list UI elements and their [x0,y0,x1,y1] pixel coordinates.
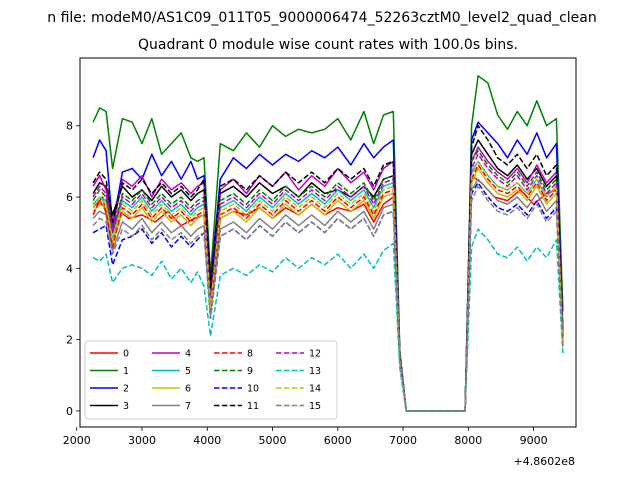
x-tick-label: 3000 [128,434,156,447]
legend-label-8: 8 [247,349,253,360]
y-tick-label: 8 [66,120,73,133]
y-tick-label: 6 [66,191,73,204]
legend-label-0: 0 [123,349,129,360]
series-line-2 [92,121,564,412]
x-tick-label: 5000 [259,434,287,447]
legend-label-5: 5 [185,366,191,377]
legend-label-3: 3 [123,401,129,412]
legend-label-9: 9 [247,366,253,377]
x-tick-label: 4000 [193,434,221,447]
y-tick-label: 0 [66,405,73,418]
x-tick-label: 2000 [63,434,91,447]
x-tick-label: 8000 [454,434,482,447]
series-line-3 [92,139,564,412]
series-line-1 [92,75,564,412]
legend-label-2: 2 [123,384,129,395]
series-line-6 [92,167,564,412]
legend-label-13: 13 [309,366,321,377]
x-tick-label: 6000 [324,434,352,447]
series-line-9 [92,149,564,412]
legend-label-15: 15 [309,401,321,412]
series-line-8 [92,164,564,412]
legend-box [84,340,338,420]
y-tick-label: 4 [66,262,73,275]
legend-label-10: 10 [247,384,259,395]
legend-label-6: 6 [185,384,191,395]
y-axis: 0 2 4 6 8 [66,120,80,418]
legend-label-7: 7 [185,401,191,412]
plot-lines [92,75,564,412]
legend-label-4: 4 [185,349,191,360]
series-line-7 [92,178,564,412]
legend-label-12: 12 [309,349,321,360]
plot-frame [79,57,577,428]
series-line-11 [92,124,564,412]
series-line-15 [92,185,564,412]
x-tick-label: 7000 [389,434,417,447]
series-line-13 [92,228,564,412]
series-line-14 [92,160,564,412]
legend-label-1: 1 [123,366,129,377]
chart-title: Quadrant 0 module wise count rates with … [138,37,518,53]
series-line-4 [92,146,564,412]
x-tick-label: 9000 [520,434,548,447]
figure-suptitle: n file: modeM0/AS1C09_011T05_9000006474_… [47,10,596,26]
x-offset-label: +4.8602e8 [514,455,575,468]
y-tick-label: 2 [66,334,73,347]
legend-label-11: 11 [247,401,259,412]
legend-label-14: 14 [309,384,321,395]
x-axis: 2000 3000 4000 5000 6000 7000 8000 9000 [63,427,548,447]
series-line-12 [92,153,564,412]
